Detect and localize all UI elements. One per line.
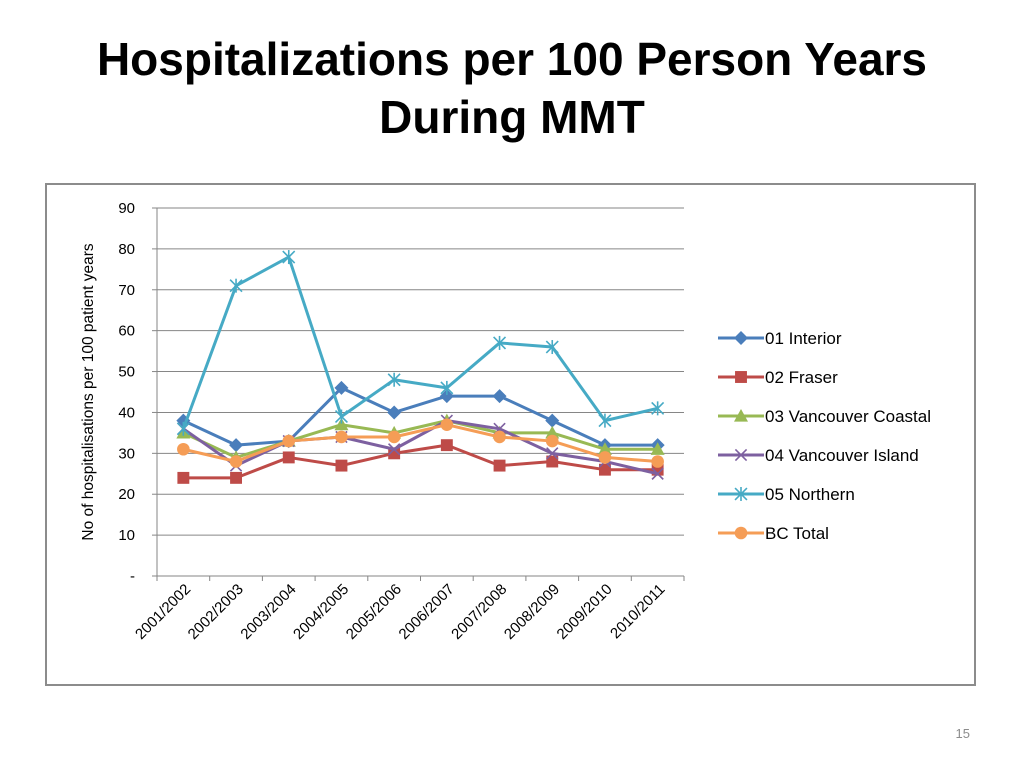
legend-item-04-vancouver-island: 04 Vancouver Island bbox=[718, 446, 919, 465]
data-point-bc-total bbox=[440, 418, 454, 432]
data-point-05-northern bbox=[598, 413, 612, 428]
legend-marker bbox=[734, 526, 748, 540]
x-tick-label: 2004/2005 bbox=[290, 581, 352, 643]
data-point-bc-total bbox=[335, 430, 348, 444]
data-point-02-fraser bbox=[493, 459, 506, 472]
data-point-02-fraser bbox=[335, 459, 348, 472]
legend-label: 01 Interior bbox=[765, 329, 842, 348]
data-point-05-northern bbox=[282, 250, 296, 265]
legend-label: 04 Vancouver Island bbox=[765, 446, 919, 465]
series-line-02-fraser bbox=[183, 443, 658, 480]
data-point-03-vancouver-coastal bbox=[545, 425, 560, 439]
series-line-01-interior bbox=[182, 386, 658, 447]
chart-frame: -10 20 30 40 50 60 70 80 90 2001/2002 2002/2003 200… bbox=[45, 183, 976, 686]
slide-title-line-1: Hospitalizations per 100 Person Years bbox=[96, 33, 928, 85]
data-point-01-interior bbox=[492, 389, 507, 404]
data-point-02-fraser bbox=[282, 451, 295, 464]
data-point-bc-total bbox=[229, 455, 243, 468]
y-tick-label: - bbox=[130, 568, 135, 585]
x-tick-label: 2006/2007 bbox=[396, 581, 458, 643]
data-point-bc-total bbox=[651, 455, 664, 468]
legend-item-02-fraser: 02 Fraser bbox=[718, 368, 838, 387]
legend-marker bbox=[734, 487, 748, 501]
data-point-bc-total bbox=[177, 442, 190, 456]
data-point-bc-total bbox=[282, 434, 296, 448]
data-point-bc-total bbox=[493, 430, 506, 444]
data-point-01-interior bbox=[439, 389, 454, 404]
legend-label: 03 Vancouver Coastal bbox=[765, 407, 931, 426]
y-tick-label: 20 bbox=[118, 486, 135, 503]
data-point-04-vancouver-island bbox=[387, 443, 401, 456]
legend-item-bc-total: BC Total bbox=[718, 524, 829, 543]
data-point-02-fraser bbox=[546, 455, 559, 468]
x-tick-label: 2010/2011 bbox=[607, 581, 668, 642]
data-point-03-vancouver-coastal bbox=[597, 442, 612, 455]
x-tick-label: 2001/2002 bbox=[132, 581, 194, 643]
series-line-bc-total bbox=[183, 423, 658, 464]
data-point-bc-total bbox=[387, 430, 401, 444]
data-point-02-fraser bbox=[440, 439, 453, 452]
data-point-bc-total bbox=[545, 434, 559, 448]
legend-marker bbox=[734, 331, 748, 345]
slide-title-line-2: During MMT bbox=[379, 91, 645, 143]
y-tick-label: 90 bbox=[118, 200, 135, 217]
data-point-04-vancouver-island bbox=[651, 467, 664, 480]
x-tick-label: 2008/2009 bbox=[501, 581, 563, 643]
slide-title: Hospitalizations per 100 Person Years Du… bbox=[40, 30, 984, 146]
legend-item-01-interior: 01 Interior bbox=[718, 329, 842, 348]
data-point-05-northern bbox=[493, 335, 507, 350]
x-tick-label: 2005/2006 bbox=[343, 581, 405, 643]
series-line-03-vancouver-coastal bbox=[182, 419, 658, 459]
data-point-05-northern bbox=[545, 340, 559, 355]
legend-item-03-vancouver-coastal: 03 Vancouver Coastal bbox=[718, 407, 931, 426]
legend-label: 02 Fraser bbox=[765, 368, 838, 387]
series-line-05-northern bbox=[181, 255, 658, 430]
data-point-02-fraser bbox=[651, 463, 664, 476]
x-tick-label: 2007/2008 bbox=[448, 581, 510, 643]
x-tick-label: 2009/2010 bbox=[554, 581, 616, 643]
y-tick-label: 70 bbox=[118, 282, 135, 299]
data-point-02-fraser bbox=[599, 463, 611, 476]
y-axis-label: No of hospitalisations per 100 patient y… bbox=[80, 243, 97, 541]
y-tick-label: 60 bbox=[118, 323, 135, 340]
data-point-02-fraser bbox=[177, 471, 190, 484]
data-point-01-interior bbox=[545, 413, 560, 428]
x-tick-label: 2002/2003 bbox=[185, 581, 247, 643]
y-tick-label: 40 bbox=[118, 404, 135, 421]
legend-marker bbox=[734, 448, 748, 462]
series-line-04-vancouver-island bbox=[182, 419, 658, 476]
data-point-01-interior bbox=[334, 380, 349, 395]
legend-marker bbox=[735, 371, 747, 383]
legend-item-05-northern: 05 Northern bbox=[718, 485, 855, 504]
y-tick-label: 50 bbox=[118, 364, 135, 381]
data-point-01-interior bbox=[229, 438, 244, 453]
legend-marker bbox=[734, 409, 748, 422]
data-point-05-northern bbox=[176, 421, 190, 436]
data-point-03-vancouver-coastal bbox=[334, 417, 349, 431]
legend-label: 05 Northern bbox=[765, 485, 855, 504]
page-number: 15 bbox=[955, 726, 970, 741]
data-point-bc-total bbox=[598, 451, 612, 464]
y-tick-label: 80 bbox=[118, 241, 135, 258]
data-point-05-northern bbox=[440, 380, 454, 395]
data-point-05-northern bbox=[229, 278, 243, 293]
data-point-01-interior bbox=[387, 405, 402, 420]
x-tick-label: 2003/2004 bbox=[237, 581, 299, 643]
data-point-02-fraser bbox=[230, 471, 242, 484]
data-point-05-northern bbox=[387, 372, 401, 387]
data-point-05-northern bbox=[334, 409, 348, 424]
data-point-04-vancouver-island bbox=[546, 447, 559, 460]
y-tick-label: 30 bbox=[118, 445, 135, 462]
line-chart: -1020304050607080902001/20022002/2003200… bbox=[80, 200, 931, 643]
data-point-02-fraser bbox=[388, 447, 401, 460]
data-point-03-vancouver-coastal bbox=[650, 442, 665, 455]
legend-label: BC Total bbox=[765, 524, 829, 543]
data-point-05-northern bbox=[651, 401, 665, 416]
y-tick-label: 10 bbox=[118, 527, 135, 544]
